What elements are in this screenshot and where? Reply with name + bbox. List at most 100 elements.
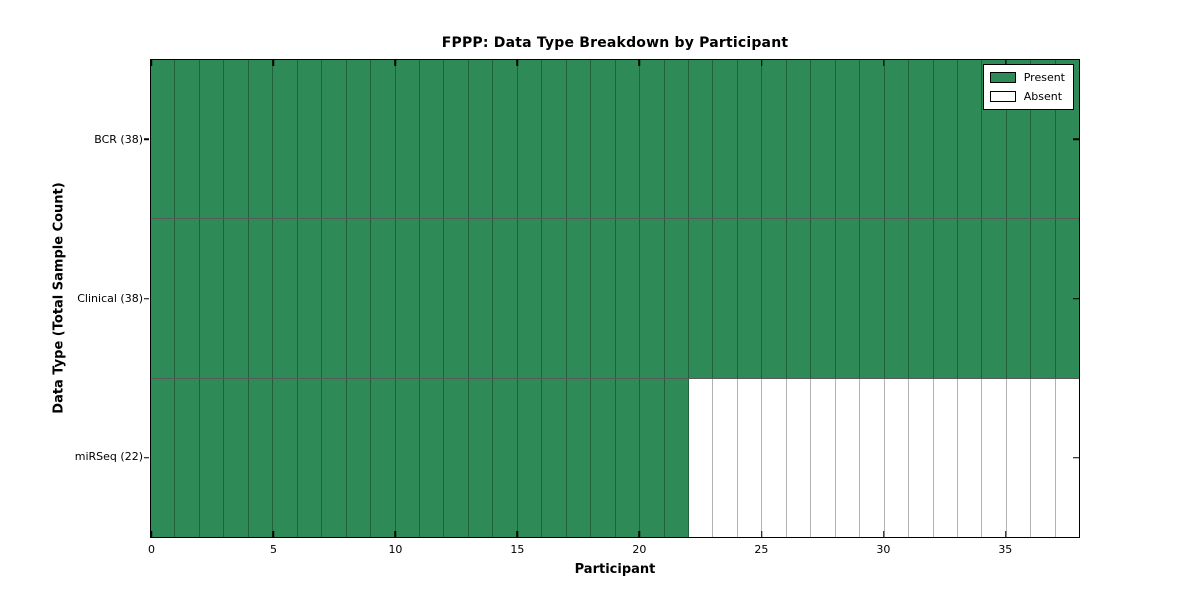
heatmap-cell — [688, 219, 714, 378]
heatmap-cell — [151, 378, 176, 537]
x-tick-mark-top — [1004, 60, 1007, 66]
heatmap-cell — [419, 60, 445, 219]
heatmap-cell — [493, 60, 518, 219]
heatmap-cell — [542, 60, 567, 219]
y-tick-label-mirseq: miRSeq (22) — [74, 450, 143, 464]
heatmap-cell — [224, 219, 249, 378]
y-tick-mark-right — [1073, 138, 1079, 141]
heatmap-cell — [909, 378, 934, 537]
heatmap-cell — [273, 378, 298, 537]
heatmap-cell — [909, 219, 934, 378]
heatmap-cell — [713, 60, 738, 219]
heatmap-cell — [1055, 219, 1080, 378]
x-tick-mark-top — [394, 60, 396, 66]
heatmap-cell — [371, 219, 396, 378]
heatmap-cell — [737, 60, 763, 219]
x-tick-mark-bottom — [150, 531, 152, 537]
x-tick-label: 15 — [510, 543, 525, 556]
heatmap-cell — [395, 219, 420, 378]
heatmap-cell — [860, 219, 885, 378]
heatmap-cell — [786, 378, 812, 537]
heatmap-cell — [248, 378, 274, 537]
heatmap-cell — [444, 219, 469, 378]
heatmap-cell — [615, 60, 641, 219]
x-tick-mark-bottom — [882, 531, 885, 537]
heatmap-cell — [517, 60, 543, 219]
x-axis-label: Participant — [574, 562, 656, 577]
heatmap-cell — [419, 219, 445, 378]
heatmap-cell — [493, 378, 518, 537]
heatmap-cell — [566, 378, 592, 537]
y-tick-mark-left — [144, 297, 149, 300]
legend-label-present: Present — [1023, 71, 1065, 84]
x-tick-mark-top — [150, 60, 152, 66]
heatmap-cell — [957, 219, 983, 378]
heatmap-cell — [248, 219, 274, 378]
heatmap-row-bcr — [151, 60, 1080, 220]
x-tick-label: 10 — [388, 543, 403, 556]
heatmap-cell — [591, 219, 616, 378]
heatmap-cell — [151, 60, 176, 219]
x-tick-mark-top — [516, 60, 519, 66]
heatmap-cell — [1006, 219, 1032, 378]
heatmap-cell — [933, 60, 958, 219]
heatmap-cell — [273, 60, 298, 219]
y-tick-mark-left — [144, 138, 149, 141]
heatmap-cell — [688, 60, 714, 219]
x-tick-mark-bottom — [638, 531, 641, 537]
heatmap-cell — [811, 219, 836, 378]
x-tick-mark-bottom — [1004, 531, 1007, 537]
heatmap-cell — [591, 378, 616, 537]
heatmap-cell — [517, 378, 543, 537]
heatmap-cell — [346, 60, 372, 219]
heatmap-cell — [542, 378, 567, 537]
heatmap-cell — [835, 219, 861, 378]
heatmap-cell — [322, 219, 347, 378]
heatmap-cell — [371, 60, 396, 219]
x-tick-label: 30 — [876, 543, 891, 556]
x-tick-label: 5 — [269, 543, 277, 556]
heatmap-cell — [640, 219, 665, 378]
heatmap-cell — [811, 60, 836, 219]
heatmap-cell — [468, 60, 494, 219]
heatmap-cell — [982, 219, 1007, 378]
heatmap-cell — [297, 60, 323, 219]
plot-area: Present Absent — [144, 59, 1080, 538]
legend-entry-absent: Absent — [989, 87, 1065, 106]
heatmap-cell — [884, 219, 910, 378]
heatmap-cell — [322, 60, 347, 219]
x-tick-mark-top — [272, 60, 274, 66]
y-tick-mark-right — [1073, 456, 1079, 459]
heatmap-cell — [151, 219, 176, 378]
x-tick-mark-bottom — [272, 531, 274, 537]
heatmap-cell — [371, 378, 396, 537]
heatmap-cell — [737, 378, 763, 537]
heatmap-cell — [493, 219, 518, 378]
heatmap-cell — [468, 219, 494, 378]
heatmap-cell — [444, 378, 469, 537]
legend-entry-present: Present — [989, 68, 1065, 87]
x-tick-label: 35 — [998, 543, 1013, 556]
heatmap-cell — [933, 219, 958, 378]
heatmap-cell — [297, 378, 323, 537]
heatmap-cell — [273, 219, 298, 378]
heatmap-cell — [664, 219, 689, 378]
heatmap-cell — [835, 60, 861, 219]
heatmap-cell — [786, 219, 812, 378]
heatmap-cell — [884, 60, 910, 219]
heatmap-cell — [444, 60, 469, 219]
x-tick-mark-bottom — [760, 531, 763, 537]
heatmap-cell — [786, 60, 812, 219]
heatmap-cell — [199, 378, 225, 537]
heatmap-cell — [1031, 378, 1056, 537]
heatmap-cell — [762, 60, 787, 219]
heatmap-cell — [175, 219, 200, 378]
heatmap-cell — [468, 378, 494, 537]
heatmap-cell — [762, 378, 787, 537]
heatmap-cell — [224, 378, 249, 537]
y-tick-label-clinical: Clinical (38) — [77, 291, 143, 305]
heatmap-cell — [1006, 378, 1032, 537]
x-tick-label: 0 — [148, 543, 155, 556]
heatmap-grid — [151, 60, 1080, 537]
heatmap-cell — [713, 219, 738, 378]
